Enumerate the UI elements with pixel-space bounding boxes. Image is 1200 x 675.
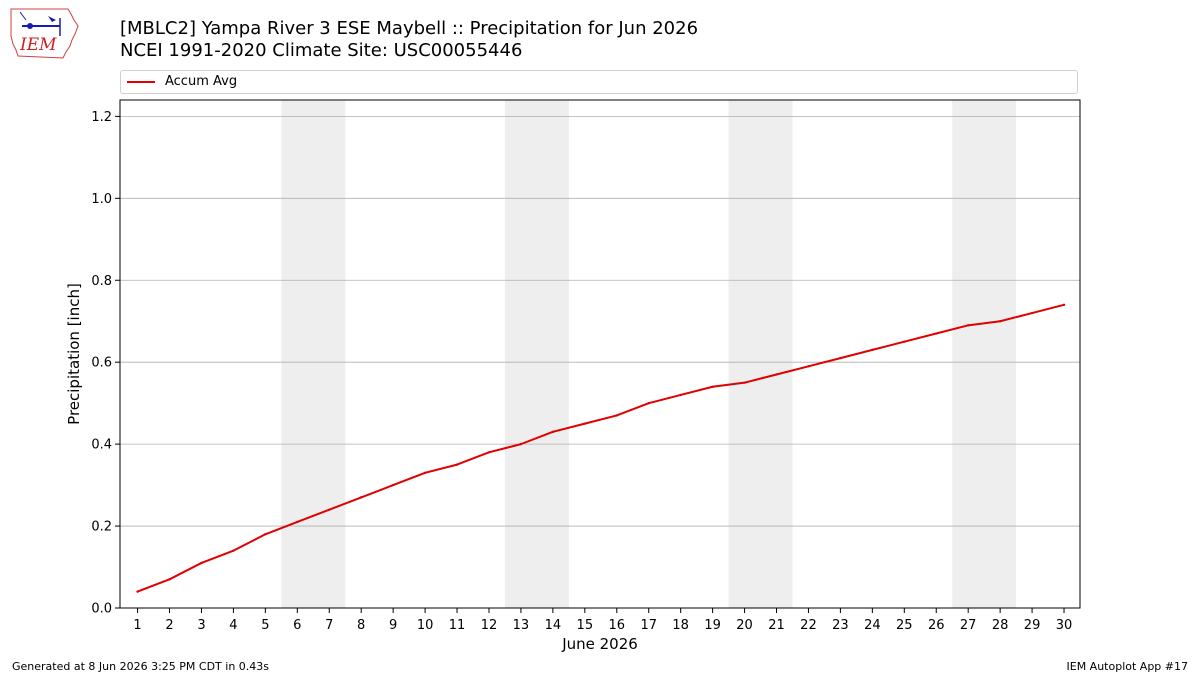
- footer-generated-text: Generated at 8 Jun 2026 3:25 PM CDT in 0…: [12, 660, 270, 673]
- weekend-band-2: [504, 100, 569, 608]
- data-point-day-26: [935, 332, 938, 335]
- x-tick-label-25: 25: [896, 618, 913, 633]
- data-point-day-4: [232, 549, 235, 552]
- y-tick-label-5: 1.0: [91, 192, 112, 207]
- x-tick-label-16: 16: [608, 618, 625, 633]
- x-tick-label-28: 28: [992, 618, 1009, 633]
- data-point-day-3: [200, 561, 203, 565]
- x-tick-label-23: 23: [832, 618, 849, 633]
- weekend-band-3: [728, 100, 793, 608]
- x-tick-label-10: 10: [417, 618, 434, 633]
- x-tick-label-22: 22: [800, 618, 817, 633]
- x-tick-label-7: 7: [325, 618, 333, 633]
- data-point-day-27: [966, 324, 970, 327]
- x-tick-label-26: 26: [928, 618, 945, 633]
- x-tick-label-8: 8: [357, 618, 365, 633]
- data-point-day-14: [551, 430, 555, 434]
- data-point-day-23: [839, 356, 842, 360]
- data-point-day-17: [647, 401, 650, 405]
- x-tick-label-21: 21: [768, 618, 785, 633]
- x-axis-label: June 2026: [561, 635, 638, 653]
- data-point-day-1: [136, 590, 139, 593]
- data-point-day-19: [711, 385, 714, 388]
- data-point-day-16: [615, 414, 618, 417]
- data-point-day-11: [455, 463, 459, 466]
- y-tick-label-2: 0.4: [91, 438, 112, 453]
- y-tick-label-6: 1.2: [91, 110, 112, 125]
- x-tick-label-4: 4: [229, 618, 237, 633]
- x-tick-label-19: 19: [704, 618, 721, 633]
- data-point-day-13: [519, 442, 523, 446]
- legend: Accum Avg: [120, 70, 1078, 94]
- chart-subtitle: NCEI 1991-2020 Climate Site: USC00055446: [120, 40, 523, 61]
- series-layer: [136, 303, 1066, 593]
- x-tick-label-11: 11: [449, 618, 466, 633]
- weekend-band-4: [952, 100, 1017, 608]
- x-tick-label-1: 1: [133, 618, 141, 633]
- data-point-day-22: [807, 365, 810, 368]
- data-point-day-7: [328, 508, 331, 511]
- y-tick-label-3: 0.6: [91, 356, 112, 371]
- series-line-accum-avg: [137, 303, 1065, 593]
- iowa-state-outline: [10, 8, 79, 59]
- x-axis: 1 2 3 4 5 6 7 8 9 10 11 12 13 14 15 16 17 18 19 20 21 22 23 24 2…: [133, 608, 1072, 633]
- data-point-day-29: [1030, 311, 1034, 315]
- data-point-day-30: [1062, 303, 1066, 307]
- data-point-day-18: [679, 393, 682, 397]
- y-axis: 0.0 0.2 0.4 0.6 0.8 1.0 1.2: [91, 110, 120, 617]
- chart-title: [MBLC2] Yampa River 3 ESE Maybell :: Pre…: [120, 18, 699, 39]
- data-point-day-5: [264, 533, 267, 536]
- data-point-day-8: [359, 496, 363, 499]
- y-tick-label-1: 0.2: [91, 520, 112, 535]
- x-tick-label-9: 9: [389, 618, 397, 633]
- x-tick-label-20: 20: [736, 618, 753, 633]
- data-point-day-28: [998, 320, 1002, 323]
- data-point-day-21: [775, 373, 778, 376]
- footer-app-label: IEM Autoplot App #17: [1066, 660, 1189, 673]
- x-tick-label-17: 17: [640, 618, 657, 633]
- data-point-day-12: [487, 451, 491, 454]
- data-point-day-20: [743, 381, 746, 384]
- data-point-day-9: [391, 483, 395, 487]
- data-point-day-2: [168, 578, 171, 581]
- x-tick-label-15: 15: [577, 618, 594, 633]
- y-axis-label: Precipitation [inch]: [65, 283, 83, 425]
- x-tick-label-13: 13: [513, 618, 530, 633]
- data-point-day-6: [296, 520, 299, 524]
- data-point-day-10: [423, 471, 427, 475]
- data-point-day-25: [903, 340, 906, 343]
- legend-label-accum-avg: Accum Avg: [165, 74, 238, 89]
- x-tick-label-2: 2: [165, 618, 173, 633]
- x-tick-label-3: 3: [197, 618, 205, 633]
- x-tick-label-27: 27: [960, 618, 977, 633]
- logo-text: IEM: [19, 35, 57, 55]
- weekend-band-1: [281, 100, 346, 608]
- data-point-day-15: [583, 422, 587, 425]
- plot-area-frame: [119, 99, 1081, 609]
- data-point-day-24: [871, 348, 874, 352]
- x-tick-label-14: 14: [545, 618, 562, 633]
- x-tick-label-30: 30: [1056, 618, 1073, 633]
- legend-swatch-accum-avg: [127, 81, 155, 83]
- gridlines: [120, 115, 1080, 527]
- x-tick-label-5: 5: [261, 618, 269, 633]
- x-tick-label-18: 18: [672, 618, 689, 633]
- x-tick-label-6: 6: [293, 618, 301, 633]
- y-tick-label-0: 0.0: [91, 602, 112, 617]
- weekend-bands: [281, 100, 1017, 608]
- x-tick-label-24: 24: [864, 618, 881, 633]
- iem-logo: IEM: [10, 8, 79, 59]
- x-tick-label-29: 29: [1024, 618, 1041, 633]
- y-tick-label-4: 0.8: [91, 274, 112, 289]
- x-tick-label-12: 12: [481, 618, 498, 633]
